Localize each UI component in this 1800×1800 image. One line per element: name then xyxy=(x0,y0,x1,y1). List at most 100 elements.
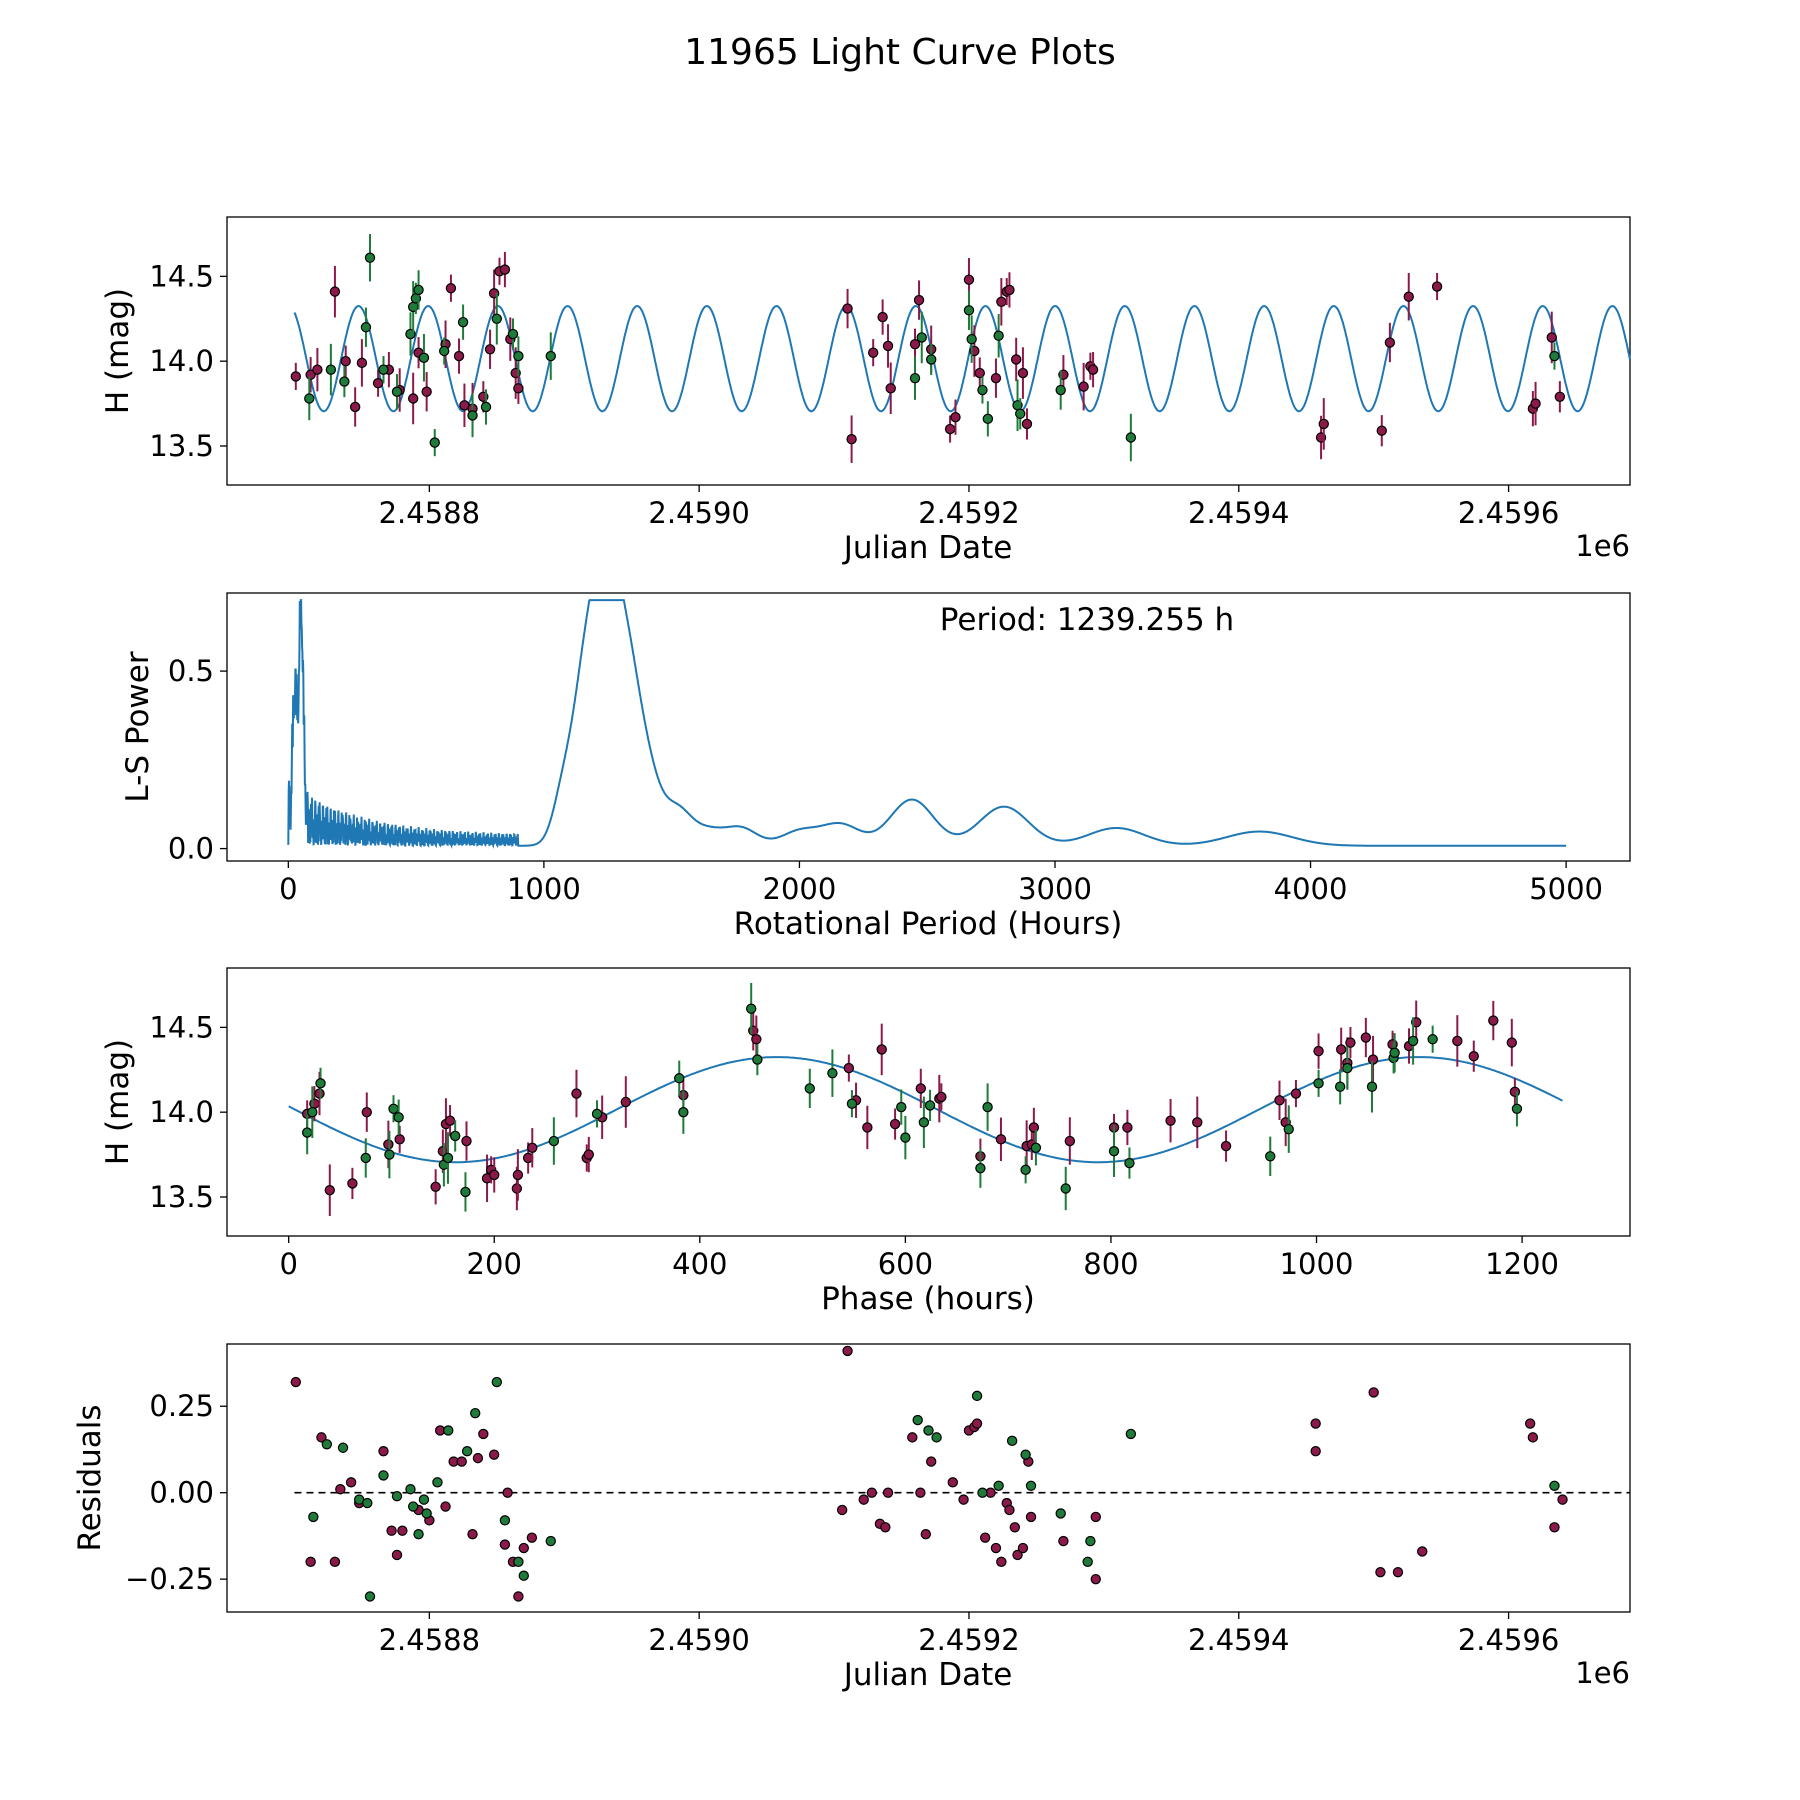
lightcurve-point-r xyxy=(1004,284,1015,296)
phased-ytick-label: 14.5 xyxy=(149,1010,214,1044)
residuals-xtick-label: 2.4588 xyxy=(379,1623,480,1657)
phased-point-g xyxy=(1511,1103,1523,1114)
lightcurve-point-g xyxy=(467,410,478,421)
lightcurve-point-g xyxy=(391,386,403,397)
phased-point-g xyxy=(982,1101,993,1113)
phased-frame xyxy=(226,967,1631,1237)
lightcurve-xtick-label: 2.4596 xyxy=(1458,496,1559,530)
lightcurve-point-r xyxy=(996,296,1007,308)
residuals-point-g xyxy=(1055,1508,1066,1519)
residuals-point-r xyxy=(958,1494,969,1505)
residuals-point-r xyxy=(290,1376,302,1388)
residuals-point-r xyxy=(990,1542,1002,1554)
phased-point-g xyxy=(1124,1157,1135,1169)
lightcurve-point-g xyxy=(545,350,556,362)
periodogram-ytick-label: 0.0 xyxy=(168,832,214,866)
lightcurve-point-r xyxy=(950,411,961,423)
residuals-xtick-label: 2.4592 xyxy=(918,1623,1019,1657)
phased-point-r xyxy=(1509,1086,1521,1098)
periodogram-panel: 0 1000 2000 3000 4000 5000 0.0 0.5 Period: 1239… xyxy=(120,592,1631,942)
phased-point-g xyxy=(460,1186,471,1198)
phased-point-g xyxy=(1283,1123,1294,1135)
phased-point-r xyxy=(314,1088,325,1099)
residuals-point-g xyxy=(1025,1480,1037,1491)
phased-point-r xyxy=(324,1185,335,1196)
residuals-point-g xyxy=(971,1390,983,1402)
phased-point-r xyxy=(461,1135,472,1147)
periodogram-xtick-label: 5000 xyxy=(1529,872,1603,906)
lightcurve-point-r xyxy=(356,357,368,369)
phased-point-g xyxy=(752,1054,763,1065)
periodogram-ticks: 0 1000 2000 3000 4000 5000 0.0 0.5 xyxy=(168,654,1603,906)
lightcurve-point-g xyxy=(1125,432,1137,443)
phased-xtick-label: 200 xyxy=(467,1247,522,1281)
lightcurve-point-r xyxy=(882,340,894,352)
lightcurve-ytick-label: 14.0 xyxy=(149,344,214,378)
residuals-point-r xyxy=(513,1591,524,1602)
lightcurve-point-r xyxy=(963,274,975,285)
lightcurve-point-g xyxy=(364,252,376,263)
residuals-point-r xyxy=(397,1525,408,1536)
lightcurve-point-r xyxy=(1010,354,1022,365)
residuals-point-r xyxy=(499,1539,511,1550)
lightcurve-point-g xyxy=(1015,408,1026,419)
residuals-point-g xyxy=(362,1497,373,1509)
residuals-point-g xyxy=(443,1425,454,1436)
phased-point-r xyxy=(1488,1015,1499,1026)
phased-point-g xyxy=(1407,1035,1419,1047)
lightcurve-point-r xyxy=(499,264,511,275)
phased-point-r xyxy=(1122,1122,1133,1133)
residuals-point-r xyxy=(947,1477,958,1488)
lightcurve-ytick-label: 13.5 xyxy=(149,429,214,463)
lightcurve-point-g xyxy=(491,313,503,324)
phased-point-g xyxy=(388,1103,399,1114)
lightcurve-xtick-label: 2.4590 xyxy=(648,496,749,530)
lightcurve-point-r xyxy=(909,339,921,350)
residuals-point-r xyxy=(996,1556,1007,1568)
residuals-point-r xyxy=(1009,1522,1021,1533)
lightcurve-xtick-label: 2.4594 xyxy=(1188,496,1289,530)
residuals-point-g xyxy=(432,1477,443,1488)
periodogram-period-annotation: Period: 1239.255 h xyxy=(940,602,1234,638)
residuals-point-r xyxy=(1417,1546,1428,1557)
lightcurve-point-r xyxy=(1021,418,1033,430)
phased-point-g xyxy=(591,1108,603,1120)
residuals-xtick-label: 2.4594 xyxy=(1188,1623,1289,1657)
lightcurve-point-r xyxy=(885,383,896,394)
phased-point-g xyxy=(301,1127,313,1138)
figure-title: 11965 Light Curve Plots xyxy=(684,32,1116,73)
lightcurve-xtick-label: 2.4588 xyxy=(379,496,480,530)
lightcurve-point-r xyxy=(349,401,361,413)
residuals-point-r xyxy=(1375,1567,1386,1578)
lightcurve-point-r xyxy=(877,311,888,323)
lightcurve-point-g xyxy=(507,328,519,340)
phased-point-r xyxy=(889,1118,901,1130)
lightcurve-point-g xyxy=(304,393,315,404)
periodogram-xtick-label: 4000 xyxy=(1274,872,1348,906)
phased-point-g xyxy=(1060,1183,1071,1194)
lightcurve-model-line xyxy=(293,305,1631,413)
lightcurve-point-r xyxy=(974,367,985,379)
lightcurve-point-r xyxy=(1376,425,1387,436)
phased-point-g xyxy=(918,1117,930,1128)
residuals-point-r xyxy=(518,1542,529,1554)
residuals-point-r xyxy=(858,1494,869,1505)
residuals-point-g xyxy=(993,1480,1004,1491)
phased-point-r xyxy=(1274,1095,1285,1106)
phased-xlabel: Phase (hours) xyxy=(821,1281,1035,1317)
lightcurve-point-r xyxy=(1384,337,1396,348)
phased-point-r xyxy=(1345,1037,1356,1048)
phased-point-r xyxy=(361,1106,372,1118)
phased-point-r xyxy=(394,1134,405,1145)
residuals-xlabel: Julian Date xyxy=(842,1657,1013,1693)
lightcurve-point-r xyxy=(1546,332,1557,343)
lightcurve-point-g xyxy=(457,316,469,328)
lightcurve-point-r xyxy=(1087,364,1099,375)
residuals-point-g xyxy=(391,1490,403,1502)
residuals-point-g xyxy=(378,1470,389,1481)
phased-point-g xyxy=(678,1106,689,1118)
lightcurve-point-r xyxy=(329,286,341,297)
phased-point-g xyxy=(975,1162,986,1174)
phased-point-g xyxy=(1342,1062,1353,1074)
phased-point-r xyxy=(583,1149,594,1160)
